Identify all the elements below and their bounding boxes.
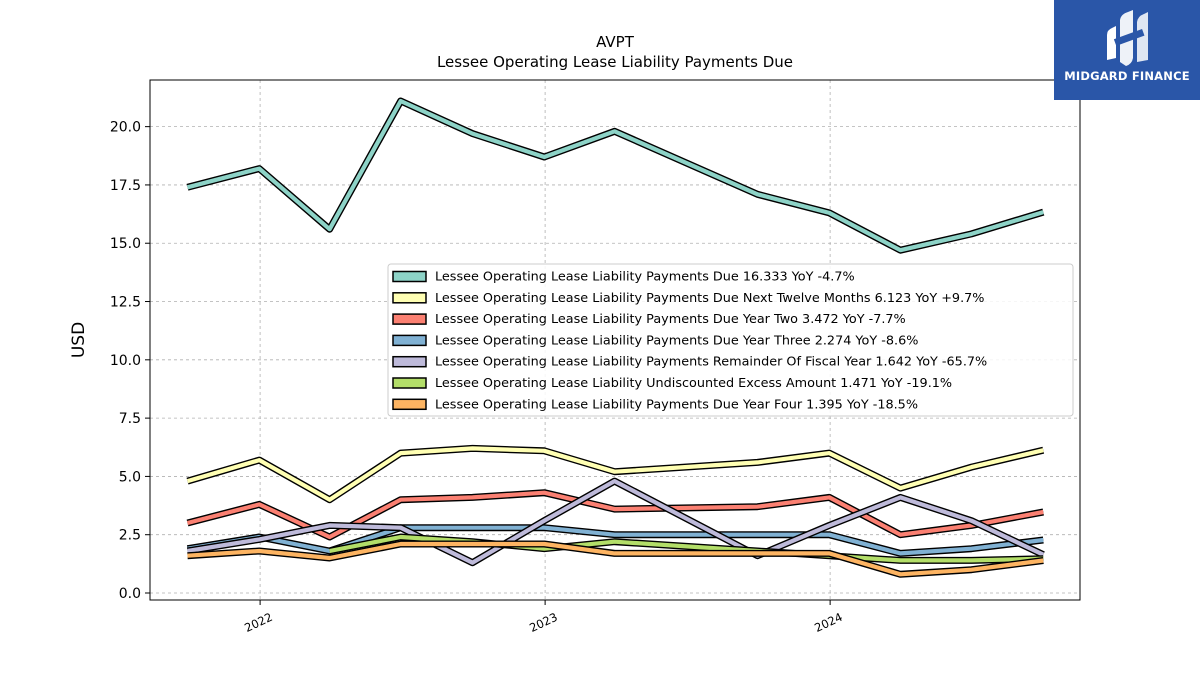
y-tick-label: 15.0 [110, 236, 141, 252]
y-axis: 0.0 2.5 5.0 7.5 10.0 12.5 15.0 17.5 20.0 [110, 120, 150, 602]
series-line [187, 540, 1044, 578]
y-tick-label: 0.0 [119, 586, 141, 602]
legend-item: Lessee Operating Lease Liability Payment… [392, 355, 987, 370]
x-tick-label: 2024 [812, 610, 844, 635]
series-line-fill [329, 534, 1044, 563]
legend-label: Lessee Operating Lease Liability Payment… [435, 312, 906, 327]
y-tick-label: 7.5 [119, 411, 141, 427]
plot-lines [186, 97, 1045, 578]
series-line [186, 477, 1045, 567]
x-tick-label: 2023 [527, 610, 559, 635]
legend-swatch [392, 292, 427, 304]
series-line [328, 533, 1044, 564]
legend-swatch [392, 355, 427, 368]
legend-item: Lessee Operating Lease Liability Payment… [392, 291, 984, 306]
legend-item: Lessee Operating Lease Liability Payment… [392, 270, 855, 285]
legend-label: Lessee Operating Lease Liability Payment… [435, 355, 987, 370]
legend-box [387, 263, 1074, 417]
series-line [186, 524, 1044, 557]
y-tick-label: 10.0 [110, 353, 141, 369]
y-tick-label: 17.5 [110, 178, 141, 194]
brand-logo: MIDGARD FINANCE [1054, 0, 1200, 100]
series-line [186, 97, 1045, 254]
x-axis: 2022 2023 2024 [242, 600, 845, 635]
legend-swatch [392, 398, 427, 411]
series-line-fill [186, 446, 1044, 502]
legend-swatch [392, 270, 427, 283]
legend-item: Lessee Operating Lease Liability Payment… [392, 312, 906, 327]
chart-subtitle: Lessee Operating Lease Liability Payment… [437, 53, 793, 71]
y-tick-label: 20.0 [110, 120, 141, 136]
y-tick-label: 5.0 [119, 469, 141, 485]
legend-item: Lessee Operating Lease Liability Payment… [392, 333, 918, 348]
legend-item: Lessee Operating Lease Liability Payment… [392, 397, 918, 412]
series-line-fill [187, 479, 1045, 565]
logo-text: MIDGARD FINANCE [1064, 69, 1190, 83]
legend-swatch [392, 334, 427, 347]
legend-item: Lessee Operating Lease Liability Undisco… [392, 376, 952, 391]
series-line [186, 444, 1045, 504]
legend-label: Lessee Operating Lease Liability Undisco… [435, 376, 952, 391]
legend-label: Lessee Operating Lease Liability Payment… [435, 270, 855, 285]
legend-swatch [392, 377, 427, 389]
series-line-fill [186, 98, 1044, 253]
legend-swatch [392, 313, 427, 325]
legend-label: Lessee Operating Lease Liability Payment… [435, 291, 984, 306]
y-tick-label: 12.5 [110, 295, 141, 311]
logo-mark-icon [1107, 10, 1148, 66]
series-line-fill [187, 541, 1044, 577]
legend: Lessee Operating Lease Liability Payment… [387, 263, 1074, 417]
plot-frame [149, 79, 1081, 601]
series-line-outline [186, 97, 1045, 254]
y-tick-label: 2.5 [119, 528, 141, 544]
series-line-fill [187, 525, 1044, 556]
y-axis-label: USD [69, 322, 89, 358]
legend-label: Lessee Operating Lease Liability Payment… [435, 333, 918, 348]
x-tick-label: 2022 [242, 610, 274, 635]
chart-title: AVPT [596, 33, 635, 51]
legend-label: Lessee Operating Lease Liability Payment… [435, 397, 918, 412]
